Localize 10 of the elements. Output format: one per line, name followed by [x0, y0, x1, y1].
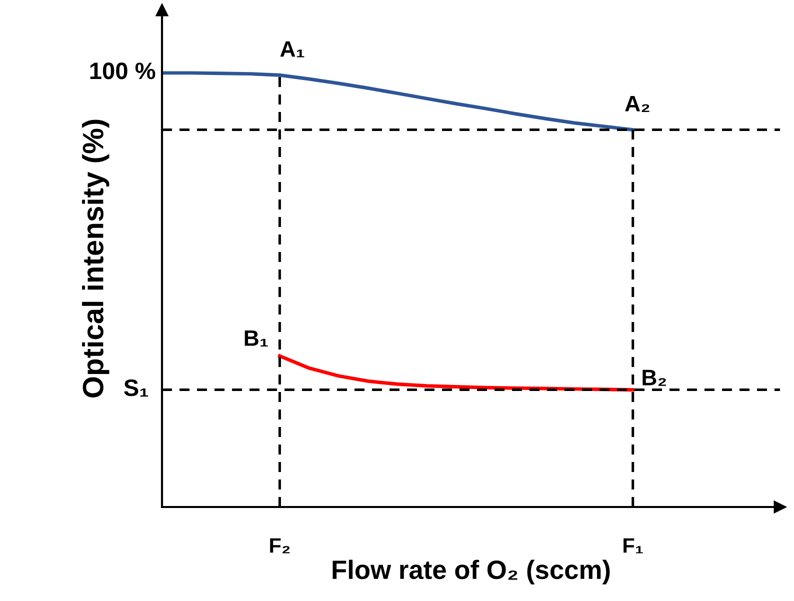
annotation: B₁: [244, 330, 268, 346]
x-tick-label: F₂: [270, 538, 290, 554]
annotation: A₁: [280, 41, 304, 58]
ref-line-label: S₁: [124, 379, 148, 397]
annotation: A₂: [625, 96, 650, 112]
y-axis-title: Optical intensity (%): [82, 120, 110, 398]
annotation: B₂: [642, 370, 666, 386]
x-axis-title: Flow rate of O₂ (sccm): [332, 560, 610, 584]
text: 100 %: [90, 62, 156, 80]
x-tick-label: F₁: [624, 538, 643, 554]
